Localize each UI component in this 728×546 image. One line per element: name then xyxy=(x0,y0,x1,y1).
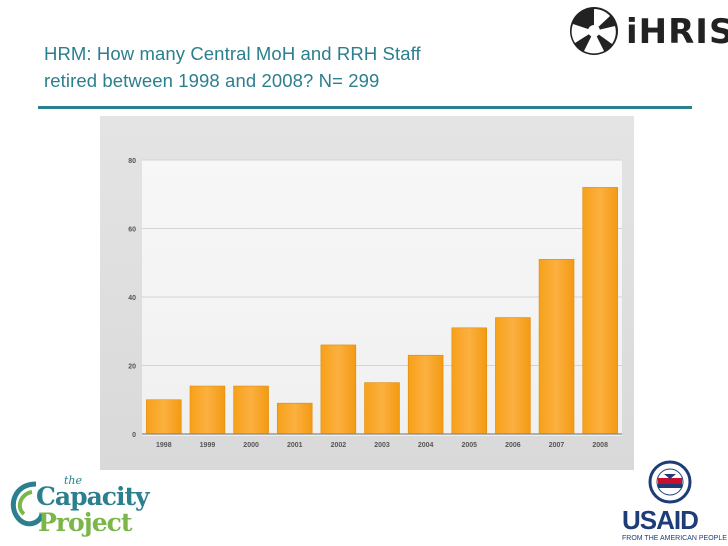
capacity-project-logo: the Capacity Project xyxy=(6,470,166,542)
bar-chart: 0 20 40 60 80 1998 1999 2000 2001 2002 2003 2004 200… xyxy=(128,158,622,449)
y-tick-label: 60 xyxy=(128,227,136,234)
x-tick-label: 2000 xyxy=(243,442,259,449)
usaid-seal-icon xyxy=(648,460,692,504)
x-tick-label: 1998 xyxy=(156,442,172,449)
x-tick-label: 2003 xyxy=(374,442,390,449)
x-tick-label: 2006 xyxy=(505,442,521,449)
capacity-label: Capacity xyxy=(36,482,150,511)
bar-2002 xyxy=(320,344,357,435)
y-tick-label: 80 xyxy=(128,158,136,165)
x-tick-label: 2004 xyxy=(418,442,434,449)
usaid-wordmark: USAID xyxy=(622,505,699,535)
bar-2003 xyxy=(364,382,400,435)
bar-1998 xyxy=(146,399,182,435)
bar-1999 xyxy=(189,385,226,435)
project-label: Project xyxy=(38,508,132,537)
x-tick-label: 2005 xyxy=(461,442,477,449)
y-tick-label: 20 xyxy=(128,364,136,371)
ihris-logo: iHRIS xyxy=(566,4,728,58)
x-tick-label: 2001 xyxy=(287,442,303,449)
slide-title: HRM: How many Central MoH and RRH Staff … xyxy=(44,40,544,94)
chart-panel: 0 20 40 60 80 1998 1999 2000 2001 2002 2003 2004 200… xyxy=(100,116,634,470)
bar-2004 xyxy=(407,354,444,435)
x-tick-label: 2002 xyxy=(331,442,347,449)
title-line-2: retired between 1998 and 2008? N= 299 xyxy=(44,70,380,91)
bar-2006 xyxy=(495,317,531,435)
x-tick-label: 2007 xyxy=(549,442,565,449)
usaid-logo: USAID FROM THE AMERICAN PEOPLE xyxy=(618,460,727,544)
bar-2007 xyxy=(538,259,575,435)
bar-2001 xyxy=(276,402,313,435)
usaid-tagline: FROM THE AMERICAN PEOPLE xyxy=(622,535,727,542)
title-line-1: HRM: How many Central MoH and RRH Staff xyxy=(44,43,421,64)
y-tick-label: 0 xyxy=(132,432,136,439)
ihris-wordmark: iHRIS xyxy=(626,12,728,52)
capacity-swirl-icon xyxy=(11,481,45,527)
y-tick-label: 40 xyxy=(128,295,136,302)
title-divider xyxy=(38,106,692,109)
x-tick-label: 1999 xyxy=(200,442,216,449)
capacity-the-label: the xyxy=(64,474,83,487)
ihris-aperture-icon xyxy=(570,7,618,55)
bar-2008 xyxy=(582,187,618,435)
x-tick-label: 2008 xyxy=(592,442,608,449)
bar-2000 xyxy=(233,385,269,435)
bar-2005 xyxy=(451,327,488,435)
